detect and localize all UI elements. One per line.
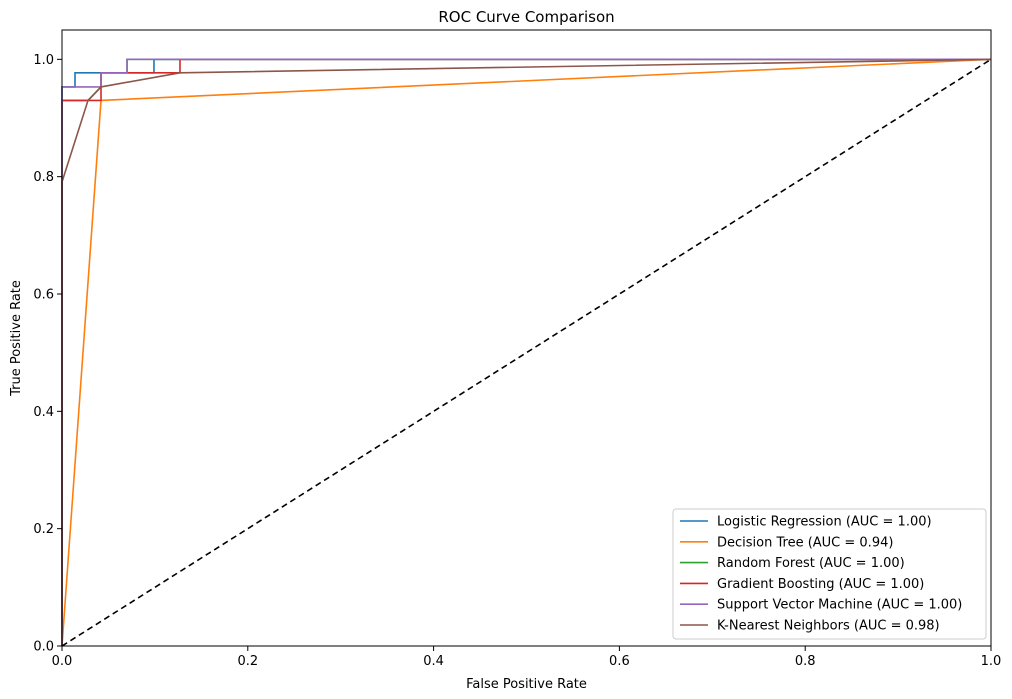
x-tick-label: 0.8: [795, 654, 816, 669]
x-tick-label: 0.0: [52, 654, 73, 669]
legend-box: [672, 508, 987, 640]
x-tick-label: 1.0: [981, 654, 1002, 669]
plot-frame: [61, 29, 992, 647]
plot-area: 0.0 0.2 0.4 0.6 0.8 1.0 0.0 0.2 0.4 0.6 0.8 1.0: [33, 29, 1001, 669]
y-tick-label: 1.0: [33, 53, 54, 68]
y-axis-label: True Positive Rate: [9, 280, 24, 397]
axes-layer: 0.0 0.2 0.4 0.6 0.8 1.0 0.0 0.2 0.4 0.6 0.8 1.0: [33, 53, 1001, 669]
chance-reference-line: [61, 58, 992, 647]
chart-title: ROC Curve Comparison: [438, 8, 614, 26]
legend-label: Logistic Regression (AUC = 1.00): [717, 515, 932, 530]
x-tick-label: 0.6: [609, 654, 630, 669]
legend-label: Gradient Boosting (AUC = 1.00): [717, 577, 924, 592]
y-tick-label: 0.4: [33, 405, 54, 420]
legend-label: K-Nearest Neighbors (AUC = 0.98): [717, 619, 940, 634]
legend-label: Random Forest (AUC = 1.00): [717, 556, 905, 571]
x-axis-label: False Positive Rate: [466, 677, 587, 692]
y-tick-label: 0.6: [33, 288, 54, 303]
x-tick-label: 0.4: [423, 654, 444, 669]
legend-label: Decision Tree (AUC = 0.94): [717, 535, 893, 550]
x-tick-label: 0.2: [237, 654, 258, 669]
y-tick-label: 0.2: [33, 522, 54, 537]
y-tick-label: 0.0: [33, 640, 54, 655]
legend: Logistic Regression (AUC = 1.00) Decision…: [672, 508, 987, 640]
y-tick-label: 0.8: [33, 170, 54, 185]
legend-label: Support Vector Machine (AUC = 1.00): [717, 598, 962, 613]
